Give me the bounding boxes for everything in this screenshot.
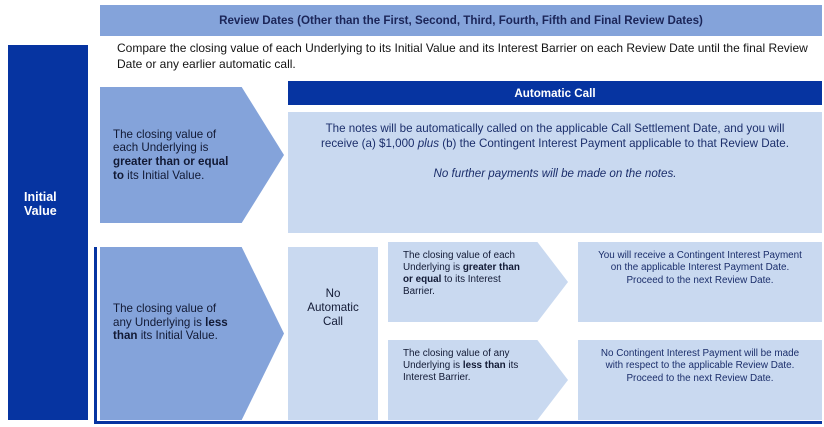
call-body-pre: The notes will be automatically called o…	[321, 122, 785, 151]
condition-text-above-interest-barrier: The closing value of each Underlying is …	[403, 250, 531, 298]
outcome-text: No Contingent Interest Payment will be m…	[600, 348, 800, 372]
automatic-call-body: The notes will be automatically called o…	[288, 112, 822, 233]
diagram-title: Review Dates (Other than the First, Seco…	[219, 14, 703, 27]
condition-text-below-initial-value: The closing value of any Underlying is l…	[113, 302, 233, 343]
condition-pre: The closing value of any Underlying is	[403, 348, 510, 371]
diagram-title-banner: Review Dates (Other than the First, Seco…	[100, 5, 822, 36]
condition-text-above-initial-value: The closing value of each Underlying is …	[113, 128, 233, 182]
no-automatic-call-label: No Automatic Call	[307, 287, 359, 328]
condition-arrow-below-interest-barrier: The closing value of any Underlying is l…	[388, 340, 568, 420]
intro-paragraph: Compare the closing value of each Underl…	[117, 41, 808, 71]
call-body-plus: plus	[417, 137, 439, 151]
initial-value-sidebar: Initial Value	[8, 45, 88, 420]
condition-arrow-above-interest-barrier: The closing value of each Underlying is …	[388, 242, 568, 322]
outcome-box-no-contingent-interest: No Contingent Interest Payment will be m…	[578, 340, 822, 420]
no-automatic-call-box: No Automatic Call	[288, 247, 378, 420]
condition-text-below-interest-barrier: The closing value of any Underlying is l…	[403, 348, 531, 384]
condition-bold: greater than or equal	[403, 261, 520, 285]
condition-post: its Initial Value.	[123, 168, 205, 182]
condition-arrow-above-initial-value: The closing value of each Underlying is …	[100, 87, 284, 223]
call-body-post: (b) the Contingent Interest Payment appl…	[439, 137, 789, 151]
condition-pre: The closing value of each Underlying is	[403, 250, 515, 273]
automatic-call-header: Automatic Call	[288, 81, 822, 105]
initial-value-label: Initial Value	[24, 190, 57, 219]
condition-post: its Initial Value.	[137, 329, 218, 343]
outcome-text: You will receive a Contingent Interest P…	[598, 250, 802, 274]
condition-bold: less than	[462, 359, 506, 371]
condition-bold: less than	[113, 315, 228, 343]
bracket-bottom-line	[94, 421, 822, 424]
bracket-vertical-line	[94, 247, 97, 424]
condition-arrow-below-initial-value: The closing value of any Underlying is l…	[100, 247, 284, 420]
condition-post: its Interest Barrier.	[403, 359, 519, 383]
no-further-payments-note: No further payments will be made on the …	[433, 167, 677, 181]
condition-post: to its Interest Barrier.	[403, 273, 501, 297]
outcome-box-contingent-interest-paid: You will receive a Contingent Interest P…	[578, 242, 822, 322]
proceed-text: Proceed to the next Review Date.	[626, 274, 774, 286]
automatic-call-description: The notes will be automatically called o…	[310, 121, 800, 151]
proceed-text: Proceed to the next Review Date.	[626, 372, 774, 384]
condition-pre: The closing value of each Underlying is	[113, 127, 217, 155]
condition-pre: The closing value of any Underlying is	[113, 302, 217, 329]
automatic-call-title: Automatic Call	[514, 86, 596, 100]
condition-bold: greater than or equal to	[113, 155, 229, 182]
